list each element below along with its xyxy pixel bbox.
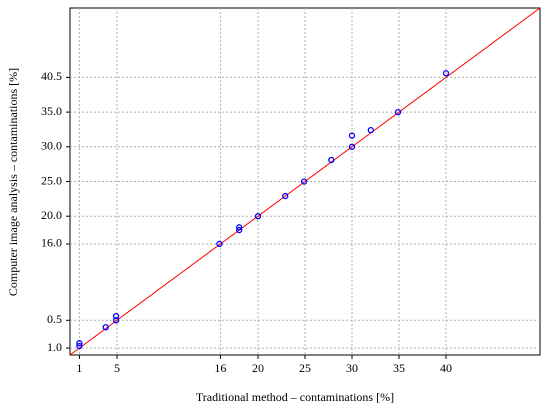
point <box>76 340 83 347</box>
point <box>367 126 374 134</box>
point <box>236 224 243 231</box>
point <box>102 324 109 331</box>
point <box>254 213 262 220</box>
x-tick-label: 5 <box>114 361 120 375</box>
x-tick-label: 35 <box>393 361 405 375</box>
point <box>216 240 223 248</box>
y-tick-label: 30.0 <box>41 139 62 153</box>
y-tick-label: 1.0 <box>47 340 62 354</box>
point <box>348 143 356 150</box>
x-tick-label: 30 <box>346 361 358 375</box>
point <box>348 132 356 139</box>
x-axis-label: Traditional method – contaminations [%] <box>196 390 394 404</box>
point <box>282 192 289 200</box>
y-tick-label: 0.5 <box>47 312 62 326</box>
point <box>300 178 308 185</box>
point <box>328 156 335 164</box>
point <box>112 312 120 320</box>
x-tick-label: 1 <box>76 361 82 375</box>
point <box>76 342 83 350</box>
y-tick-label: 40.5 <box>41 69 62 83</box>
x-tick-label: 16 <box>214 361 226 375</box>
x-tick-label: 40 <box>440 361 452 375</box>
x-tick-label: 20 <box>252 361 264 375</box>
y-tick-label: 20.0 <box>41 208 62 222</box>
fit-line <box>69 7 541 356</box>
y-tick-label: 25.0 <box>41 173 62 187</box>
point <box>112 317 120 324</box>
point <box>394 108 402 116</box>
y-axis-label: Computer image analysis – contaminations… <box>6 68 20 296</box>
x-tick-label: 25 <box>299 361 311 375</box>
y-tick-label: 16.0 <box>41 236 62 250</box>
point <box>236 226 243 234</box>
y-tick-label: 35.0 <box>41 104 62 118</box>
point <box>442 70 450 77</box>
